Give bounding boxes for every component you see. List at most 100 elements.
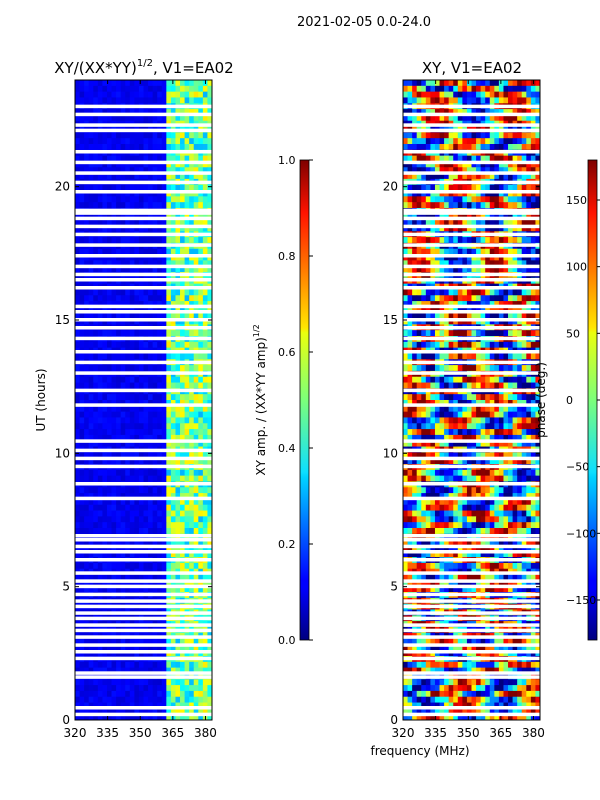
left-heatmap-cell [193,318,199,325]
left-heatmap-cell [161,545,167,552]
right-heatmap-cell [489,248,495,255]
left-heatmap-cell [207,382,212,389]
left-heatmap-cell [88,301,94,308]
right-heatmap-cell [498,80,504,87]
left-heatmap-cell [175,353,181,360]
left-heatmap-cell [134,638,140,645]
right-heatmap-cell [448,376,454,383]
left-heatmap-cell [125,184,131,191]
left-heatmap-cell [207,411,212,418]
left-heatmap-cell [143,184,149,191]
left-heatmap-cell [116,114,122,122]
right-heatmap-cell [425,155,431,162]
right-heatmap-cell [476,219,482,226]
left-heatmap-cell [120,295,126,302]
left-heatmap-cell [170,574,176,581]
left-colorbar [299,159,310,641]
left-heatmap-cell [102,173,108,180]
left-heatmap-cell [180,411,185,418]
left-heatmap-cell [189,661,195,669]
right-heatmap-cell [535,353,540,360]
left-heatmap-cell [184,254,190,261]
left-heatmap-cell [138,161,144,168]
left-heatmap-cell [161,289,167,296]
left-heatmap-cell [184,184,190,191]
left-heatmap-cell [202,493,208,500]
right-heatmap-cell [416,190,422,197]
right-heatmap-cell [508,196,513,203]
right-heatmap-cell [448,196,454,203]
right-heatmap-cell [535,330,540,337]
left-heatmap-cell [93,638,99,645]
right-heatmap-cell [535,341,540,349]
left-heatmap-cell [143,155,149,162]
left-heatmap-cell [138,312,144,319]
left-heatmap-cell [180,638,185,645]
left-heatmap-cell [152,114,158,122]
left-heatmap-cell [207,97,212,104]
right-heatmap-cell [466,376,472,383]
left-heatmap-cell [189,114,195,122]
left-heatmap-cell [166,638,172,645]
right-heatmap-cell [503,167,509,174]
left-heatmap-cell [184,382,190,389]
right-heatmap-cell [425,91,431,98]
left-heatmap-cell [184,365,190,372]
right-heatmap-cell [444,219,450,226]
left-heatmap-cell [189,295,195,302]
right-heatmap-cell [508,97,513,104]
left-heatmap-cell [138,266,144,273]
right-heatmap-cell [425,144,431,151]
left-heatmap-cell [102,458,108,465]
left-heatmap-cell [198,423,204,430]
left-heatmap-cell [180,190,185,197]
left-heatmap-cell [207,487,212,494]
left-heatmap-cell [84,330,90,337]
left-heatmap-cell [138,109,144,116]
left-heatmap-cell [88,91,94,98]
left-heatmap-cell [138,522,144,529]
left-heatmap-cell [180,138,185,145]
left-heatmap-cell [207,539,212,546]
left-heatmap-cell [175,528,181,535]
right-heatmap-cell [476,260,482,267]
left-heatmap-cell [79,260,85,267]
left-heatmap-cell [106,173,112,180]
left-heatmap-cell [189,417,195,424]
left-heatmap-cell [198,690,204,698]
left-heatmap-cell [161,690,167,698]
left-heatmap-cell [116,434,122,442]
left-heatmap-cell [102,528,108,535]
left-heatmap-cell [170,301,176,308]
left-heatmap-cell [134,196,140,203]
left-heatmap-cell [97,173,103,180]
right-heatmap-cell [466,365,472,372]
left-heatmap-cell [102,97,108,104]
right-heatmap-cell [494,85,500,93]
left-heatmap-cell [161,417,167,424]
left-heatmap-cell [129,80,135,87]
left-heatmap-cell [116,644,122,651]
right-heatmap-cell [526,97,532,104]
left-heatmap-cell [180,522,185,529]
right-heatmap-cell [444,289,450,296]
left-heatmap-cell [138,91,144,98]
left-heatmap-cell [93,382,99,389]
left-heatmap-cell [161,155,167,162]
left-heatmap-cell [129,667,135,674]
left-heatmap-cell [106,254,112,261]
left-heatmap-cell [120,376,126,383]
left-heatmap-cell [166,545,172,552]
right-heatmap-cell [444,202,450,209]
left-heatmap-cell [111,580,117,587]
left-heatmap-cell [102,562,108,570]
left-heatmap-cell [93,237,99,244]
left-heatmap-cell [175,417,181,424]
left-heatmap-cell [134,510,140,517]
left-heatmap-cell [189,580,195,587]
left-heatmap-cell [143,196,149,203]
left-heatmap-cell [129,539,135,546]
left-heatmap-cell [175,266,181,273]
right-heatmap-cell [476,365,482,372]
left-heatmap-cell [157,522,163,529]
